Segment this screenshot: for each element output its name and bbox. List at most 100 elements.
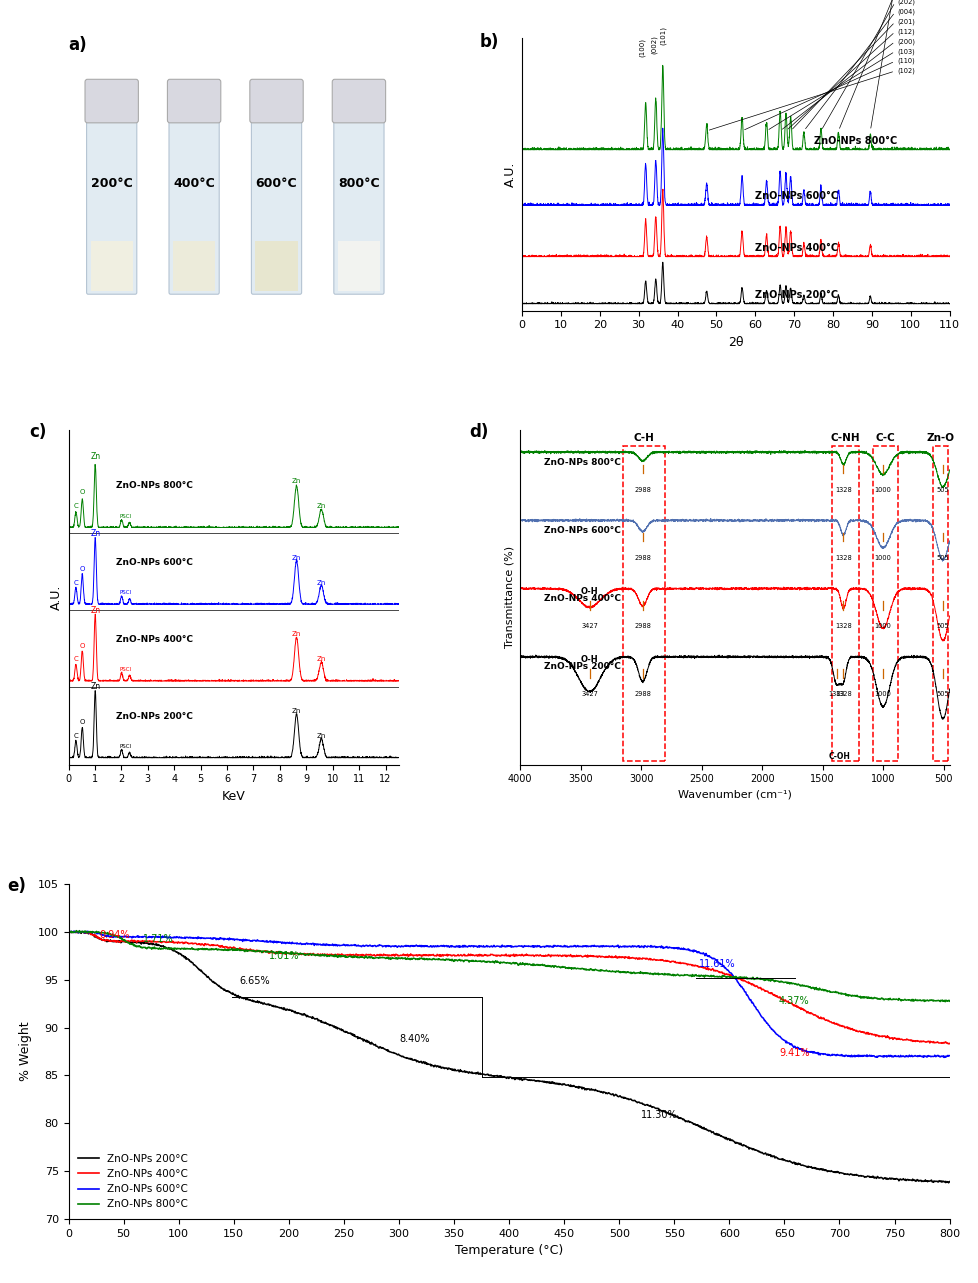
Text: Zn: Zn	[90, 452, 100, 461]
Text: Zn: Zn	[316, 503, 326, 509]
FancyBboxPatch shape	[251, 118, 301, 294]
Text: Zn-O: Zn-O	[925, 432, 954, 443]
Y-axis label: Transmittance (%): Transmittance (%)	[505, 547, 514, 648]
Text: ZnO-NPs 400°C: ZnO-NPs 400°C	[116, 635, 193, 644]
Text: Zn: Zn	[291, 477, 301, 484]
FancyBboxPatch shape	[249, 80, 303, 123]
Text: O: O	[79, 720, 85, 725]
Text: c): c)	[29, 423, 46, 441]
Bar	[173, 241, 215, 291]
Text: O-H: O-H	[580, 654, 598, 663]
Text: O: O	[79, 566, 85, 572]
Text: ZnO-NPs 800°C: ZnO-NPs 800°C	[544, 458, 621, 467]
FancyBboxPatch shape	[333, 118, 383, 294]
Text: Zn: Zn	[291, 554, 301, 561]
X-axis label: Wavenumber (cm⁻¹): Wavenumber (cm⁻¹)	[678, 790, 791, 801]
Text: 3427: 3427	[581, 624, 598, 629]
Text: 4.37%: 4.37%	[778, 996, 809, 1006]
Text: (112): (112)	[896, 28, 914, 35]
Bar	[337, 241, 379, 291]
Text: Zn: Zn	[316, 733, 326, 739]
Text: (103): (103)	[896, 47, 914, 55]
Text: 2988: 2988	[634, 556, 650, 561]
Text: (201): (201)	[896, 18, 914, 26]
Text: 1000: 1000	[873, 556, 891, 561]
Text: 11.61%: 11.61%	[698, 960, 734, 969]
Text: ZnO-NPs 400°C: ZnO-NPs 400°C	[544, 594, 621, 603]
Text: ZnO-NPs 200°C: ZnO-NPs 200°C	[754, 290, 837, 300]
Text: 6.65%: 6.65%	[239, 976, 270, 987]
Text: b): b)	[479, 33, 498, 51]
Text: C-H: C-H	[633, 432, 654, 443]
Text: 1328: 1328	[834, 556, 851, 561]
Text: 8.40%: 8.40%	[399, 1034, 429, 1044]
X-axis label: 2θ: 2θ	[728, 336, 743, 349]
Text: d): d)	[468, 423, 488, 441]
FancyBboxPatch shape	[86, 118, 137, 294]
FancyBboxPatch shape	[169, 118, 219, 294]
Text: 11.30%: 11.30%	[641, 1110, 677, 1120]
Text: PSCl: PSCl	[119, 513, 131, 518]
Text: 400°C: 400°C	[173, 177, 215, 190]
Text: 0.94%: 0.94%	[100, 930, 130, 939]
Text: ZnO-NPs 600°C: ZnO-NPs 600°C	[754, 191, 837, 201]
Text: C-NH: C-NH	[830, 432, 860, 443]
FancyBboxPatch shape	[332, 80, 385, 123]
X-axis label: Temperature (°C): Temperature (°C)	[455, 1245, 562, 1257]
Text: ZnO-NPs 200°C: ZnO-NPs 200°C	[116, 712, 193, 721]
Text: PSCl: PSCl	[119, 667, 131, 672]
Y-axis label: A.U.: A.U.	[503, 162, 516, 187]
Text: (202): (202)	[896, 0, 914, 5]
Text: PSCl: PSCl	[119, 590, 131, 595]
Bar	[255, 241, 297, 291]
Text: 1328: 1328	[834, 624, 851, 629]
X-axis label: KeV: KeV	[222, 790, 245, 803]
Text: 800°C: 800°C	[337, 177, 379, 190]
Text: Zn: Zn	[90, 529, 100, 538]
Bar	[932, 446, 948, 761]
Text: e): e)	[7, 878, 25, 896]
Text: ZnO-NPs 400°C: ZnO-NPs 400°C	[754, 242, 837, 253]
FancyBboxPatch shape	[167, 80, 221, 123]
Text: ZnO-NPs 800°C: ZnO-NPs 800°C	[813, 136, 896, 146]
Text: 1383: 1383	[827, 692, 844, 698]
Text: Zn: Zn	[90, 683, 100, 692]
Y-axis label: % Weight: % Weight	[20, 1021, 32, 1082]
Text: Zn: Zn	[291, 708, 301, 715]
Text: 1328: 1328	[834, 692, 851, 698]
Text: C-OH: C-OH	[828, 752, 850, 761]
Text: 2988: 2988	[634, 486, 650, 493]
Text: (100): (100)	[639, 38, 645, 58]
Text: 505: 505	[936, 624, 949, 629]
Bar	[90, 241, 133, 291]
Text: ZnO-NPs 600°C: ZnO-NPs 600°C	[116, 558, 193, 567]
Text: O: O	[79, 489, 85, 495]
Text: Zn: Zn	[90, 606, 100, 615]
Text: 1000: 1000	[873, 486, 891, 493]
Text: 505: 505	[936, 556, 949, 561]
Text: O-H: O-H	[580, 586, 598, 595]
Text: 1328: 1328	[834, 486, 851, 493]
Text: 505: 505	[936, 692, 949, 698]
Text: PSCl: PSCl	[119, 744, 131, 749]
Text: 9.41%: 9.41%	[778, 1048, 809, 1058]
Bar	[622, 446, 665, 761]
Text: 505: 505	[936, 486, 949, 493]
Bar	[872, 446, 897, 761]
Legend: ZnO-NPs 200°C, ZnO-NPs 400°C, ZnO-NPs 600°C, ZnO-NPs 800°C: ZnO-NPs 200°C, ZnO-NPs 400°C, ZnO-NPs 60…	[73, 1150, 192, 1214]
Text: 1000: 1000	[873, 624, 891, 629]
FancyBboxPatch shape	[85, 80, 138, 123]
Text: 1.71%: 1.71%	[143, 934, 174, 944]
Text: 3427: 3427	[581, 692, 598, 698]
Text: 2988: 2988	[634, 624, 650, 629]
Bar	[831, 446, 858, 761]
Text: C: C	[73, 580, 78, 586]
Text: 2988: 2988	[634, 692, 650, 698]
Text: O: O	[79, 643, 85, 648]
Text: (002): (002)	[650, 35, 657, 54]
Text: 1.01%: 1.01%	[269, 951, 299, 961]
Text: ZnO-NPs 600°C: ZnO-NPs 600°C	[544, 526, 621, 535]
Text: (110): (110)	[896, 58, 914, 64]
Text: (004): (004)	[896, 9, 914, 15]
Text: C: C	[73, 733, 78, 739]
